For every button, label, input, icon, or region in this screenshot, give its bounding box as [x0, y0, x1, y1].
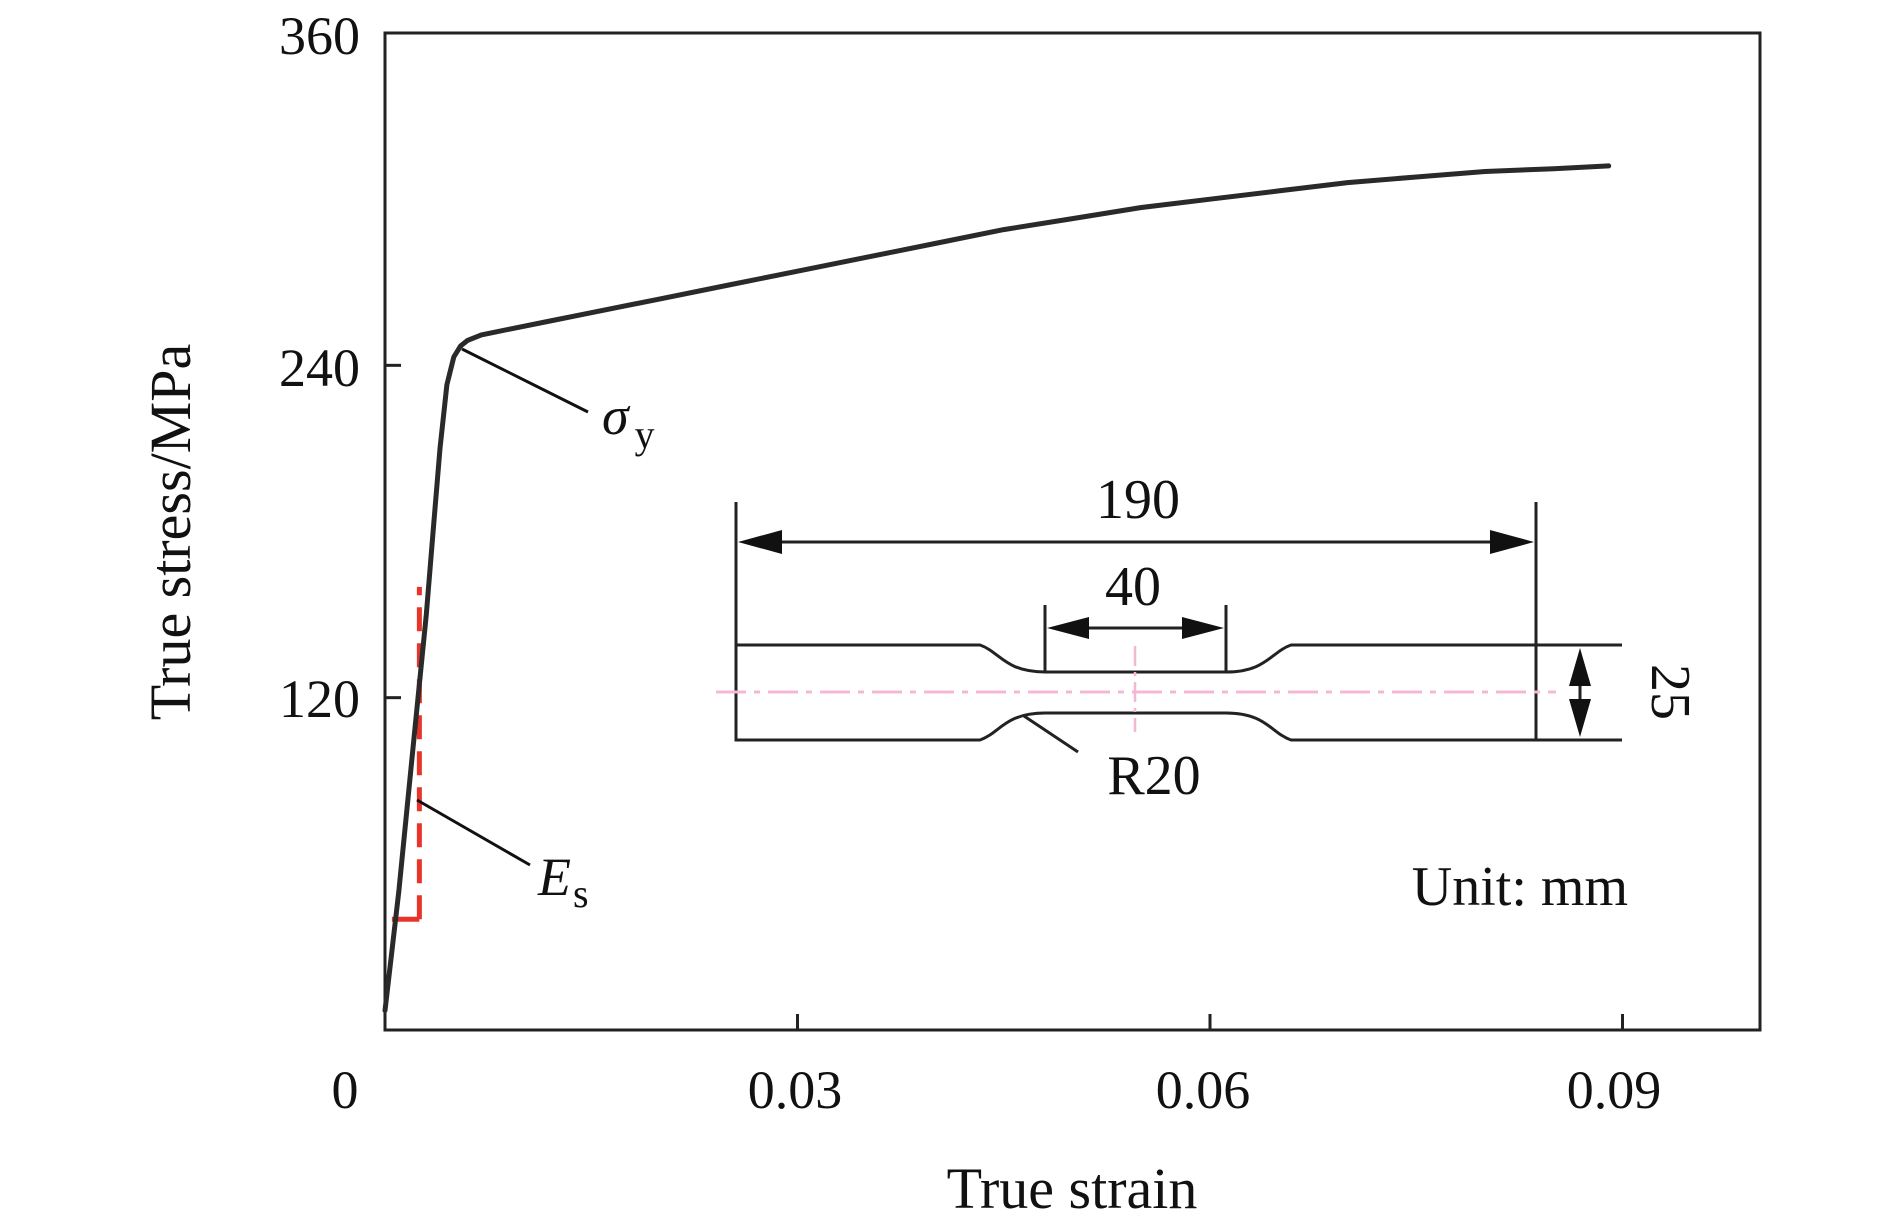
overall-length-label: 190: [1096, 469, 1180, 531]
modulus-label: Es: [537, 847, 589, 916]
x-tick-label-0.09: 0.09: [1567, 1060, 1662, 1120]
gauge-length-label: 40: [1105, 556, 1161, 618]
yield-leader-line: [461, 347, 589, 414]
x-tick-label-0: 0: [332, 1060, 359, 1120]
specimen-inset: 190 40 25 R20 Unit: mm: [716, 469, 1701, 918]
overall-arrow-left: [738, 530, 782, 554]
radius-leader-line: [1023, 714, 1079, 754]
plot-frame: [383, 31, 1762, 1032]
y-tick-label-240: 240: [279, 338, 360, 398]
y-tick-label-120: 120: [279, 669, 360, 729]
x-tick-label-0.06: 0.06: [1156, 1060, 1251, 1120]
stress-strain-curve: [382, 163, 1612, 1014]
width-arrow-bottom: [1569, 699, 1591, 737]
width-label: 25: [1639, 664, 1701, 720]
gauge-arrow-right: [1182, 617, 1224, 639]
overall-arrow-right: [1490, 530, 1534, 554]
axis-ticks: [385, 31, 1624, 1030]
x-axis-label: True strain: [947, 1156, 1198, 1221]
modulus-leader-line: [416, 798, 531, 867]
x-tick-label-0.03: 0.03: [748, 1060, 843, 1120]
modulus-marker: [391, 586, 422, 922]
y-axis-label: True stress/MPa: [138, 344, 203, 721]
y-tick-label-360: 360: [279, 6, 360, 66]
unit-note: Unit: mm: [1412, 856, 1628, 918]
gauge-arrow-left: [1047, 617, 1089, 639]
specimen-outline: [734, 643, 1538, 742]
width-arrow-top: [1569, 648, 1591, 686]
radius-label: R20: [1107, 745, 1200, 807]
